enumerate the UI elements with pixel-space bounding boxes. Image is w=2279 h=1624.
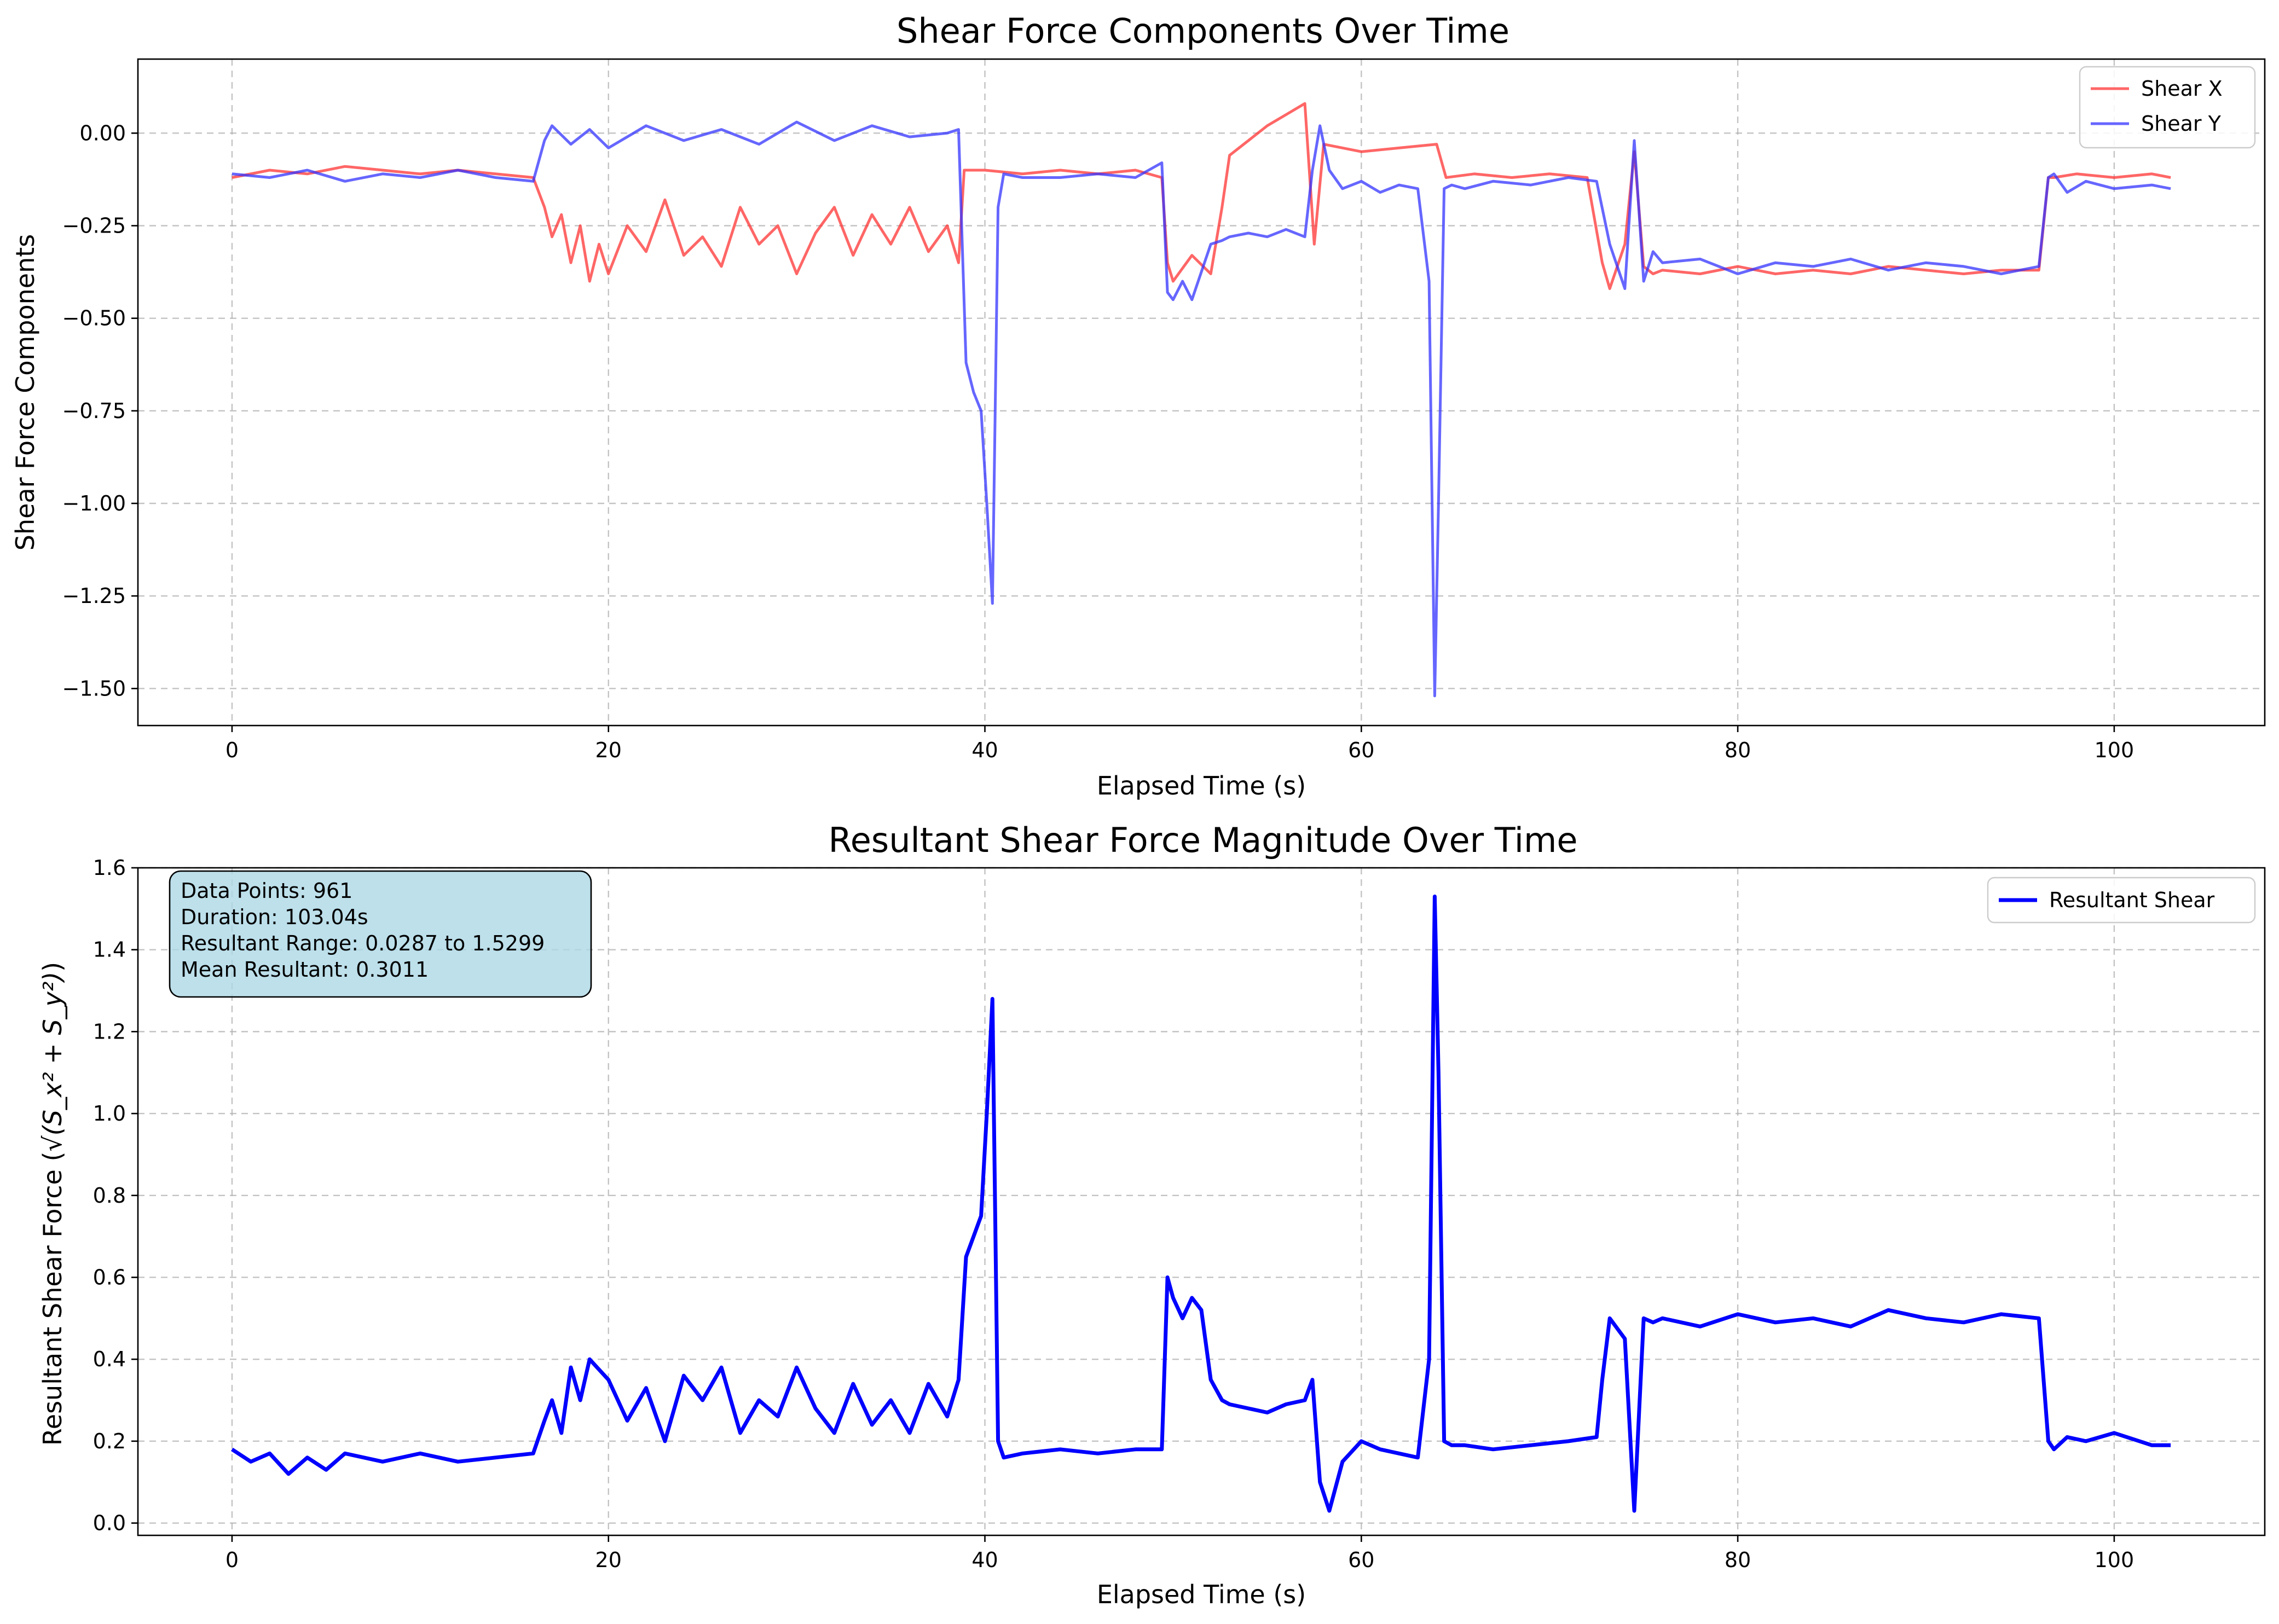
components-xtick-label: 0 <box>225 738 239 762</box>
components-xtick-label: 80 <box>1725 738 1751 762</box>
resultant-plot: Resultant Shear Force Magnitude Over Tim… <box>38 820 2266 1609</box>
resultant-y-axis-label-suffix: ) <box>38 962 67 972</box>
resultant-xtick-label: 60 <box>1348 1548 1374 1572</box>
stats-box-frame <box>169 870 592 998</box>
components-xtick-label: 100 <box>2095 738 2135 762</box>
legend-label-resultant: Resultant Shear <box>2049 888 2215 912</box>
components-series <box>232 102 2171 698</box>
components-ticks: 0 20 40 60 80 100 0.00 −0.25 −0.50 −0.75 −1.00 −1.2… <box>62 121 2135 762</box>
resultant-ytick-label: 1.6 <box>93 856 126 880</box>
resultant-legend: Resultant Shear <box>1987 877 2256 924</box>
svg-text:Resultant Shear Force (√(S_x²: Resultant Shear Force (√(S_x² + S_y²)) <box>38 962 67 1446</box>
stats-resultant-range: Resultant Range: 0.0287 to 1.5299 <box>181 931 545 955</box>
components-ytick-label: −0.75 <box>62 399 126 423</box>
components-xtick-label: 60 <box>1348 738 1374 762</box>
resultant-xtick-label: 0 <box>225 1548 239 1572</box>
components-y-axis-label: Shear Force Components <box>10 234 40 550</box>
resultant-ytick-label: 1.0 <box>93 1101 126 1126</box>
components-ytick-label: −1.50 <box>62 676 126 700</box>
series-line-shear-y <box>232 120 2171 698</box>
legend-label-shear-x: Shear X <box>2141 77 2223 101</box>
components-xtick-label: 20 <box>595 738 622 762</box>
resultant-ytick-label: 1.4 <box>93 938 126 962</box>
resultant-axes-frame <box>137 867 2266 1536</box>
stats-box: Data Points: 961 Duration: 103.04s Resul… <box>169 870 592 998</box>
components-ytick-label: 0.00 <box>79 121 126 145</box>
resultant-series <box>230 894 2171 1513</box>
stats-duration: Duration: 103.04s <box>181 905 368 929</box>
resultant-y-axis-label-prefix: Resultant Shear Force ( <box>38 1152 67 1446</box>
resultant-grid <box>138 867 2265 1535</box>
series-line-resultant-shear <box>230 894 2171 1513</box>
resultant-ytick-label: 0.6 <box>93 1265 126 1289</box>
components-xtick-label: 40 <box>971 738 998 762</box>
resultant-xtick-label: 100 <box>2095 1548 2135 1572</box>
resultant-ytick-label: 1.2 <box>93 1019 126 1043</box>
resultant-ticks: 0 20 40 60 80 100 0.0 0.2 0.4 0.6 0.8 1.0 1.2 1.4 1.6 <box>93 856 2135 1572</box>
components-ytick-label: −1.00 <box>62 491 126 515</box>
components-ytick-label: −0.25 <box>62 214 126 238</box>
components-ytick-label: −0.50 <box>62 306 126 330</box>
legend-label-shear-y: Shear Y <box>2141 112 2222 136</box>
resultant-legend-frame <box>1987 877 2256 924</box>
components-legend-frame <box>2079 66 2256 149</box>
components-axes-frame <box>137 58 2266 727</box>
components-x-axis-label: Elapsed Time (s) <box>1097 771 1306 801</box>
stats-data-points: Data Points: 961 <box>181 879 352 903</box>
components-ytick-label: −1.25 <box>62 584 126 608</box>
resultant-xtick-label: 20 <box>595 1548 622 1572</box>
resultant-plot-title: Resultant Shear Force Magnitude Over Tim… <box>828 820 1577 860</box>
components-legend: Shear X Shear Y <box>2079 66 2256 149</box>
resultant-ytick-label: 0.0 <box>93 1511 126 1535</box>
resultant-ytick-label: 0.8 <box>93 1184 126 1208</box>
components-plot: Shear Force Components Over Time 0 20 40 60… <box>10 11 2266 801</box>
resultant-xtick-label: 40 <box>971 1548 998 1572</box>
resultant-y-axis-label-math: √(S_x² + S_y²) <box>38 972 67 1152</box>
resultant-ytick-label: 0.2 <box>93 1429 126 1453</box>
resultant-y-axis-label: Resultant Shear Force (√(S_x² + S_y²)) <box>38 962 67 1446</box>
components-plot-title: Shear Force Components Over Time <box>896 11 1509 51</box>
resultant-x-axis-label: Elapsed Time (s) <box>1097 1580 1306 1609</box>
components-grid <box>138 59 2265 726</box>
resultant-xtick-label: 80 <box>1725 1548 1751 1572</box>
stats-mean-resultant: Mean Resultant: 0.3011 <box>181 958 429 982</box>
resultant-ytick-label: 0.4 <box>93 1347 126 1371</box>
